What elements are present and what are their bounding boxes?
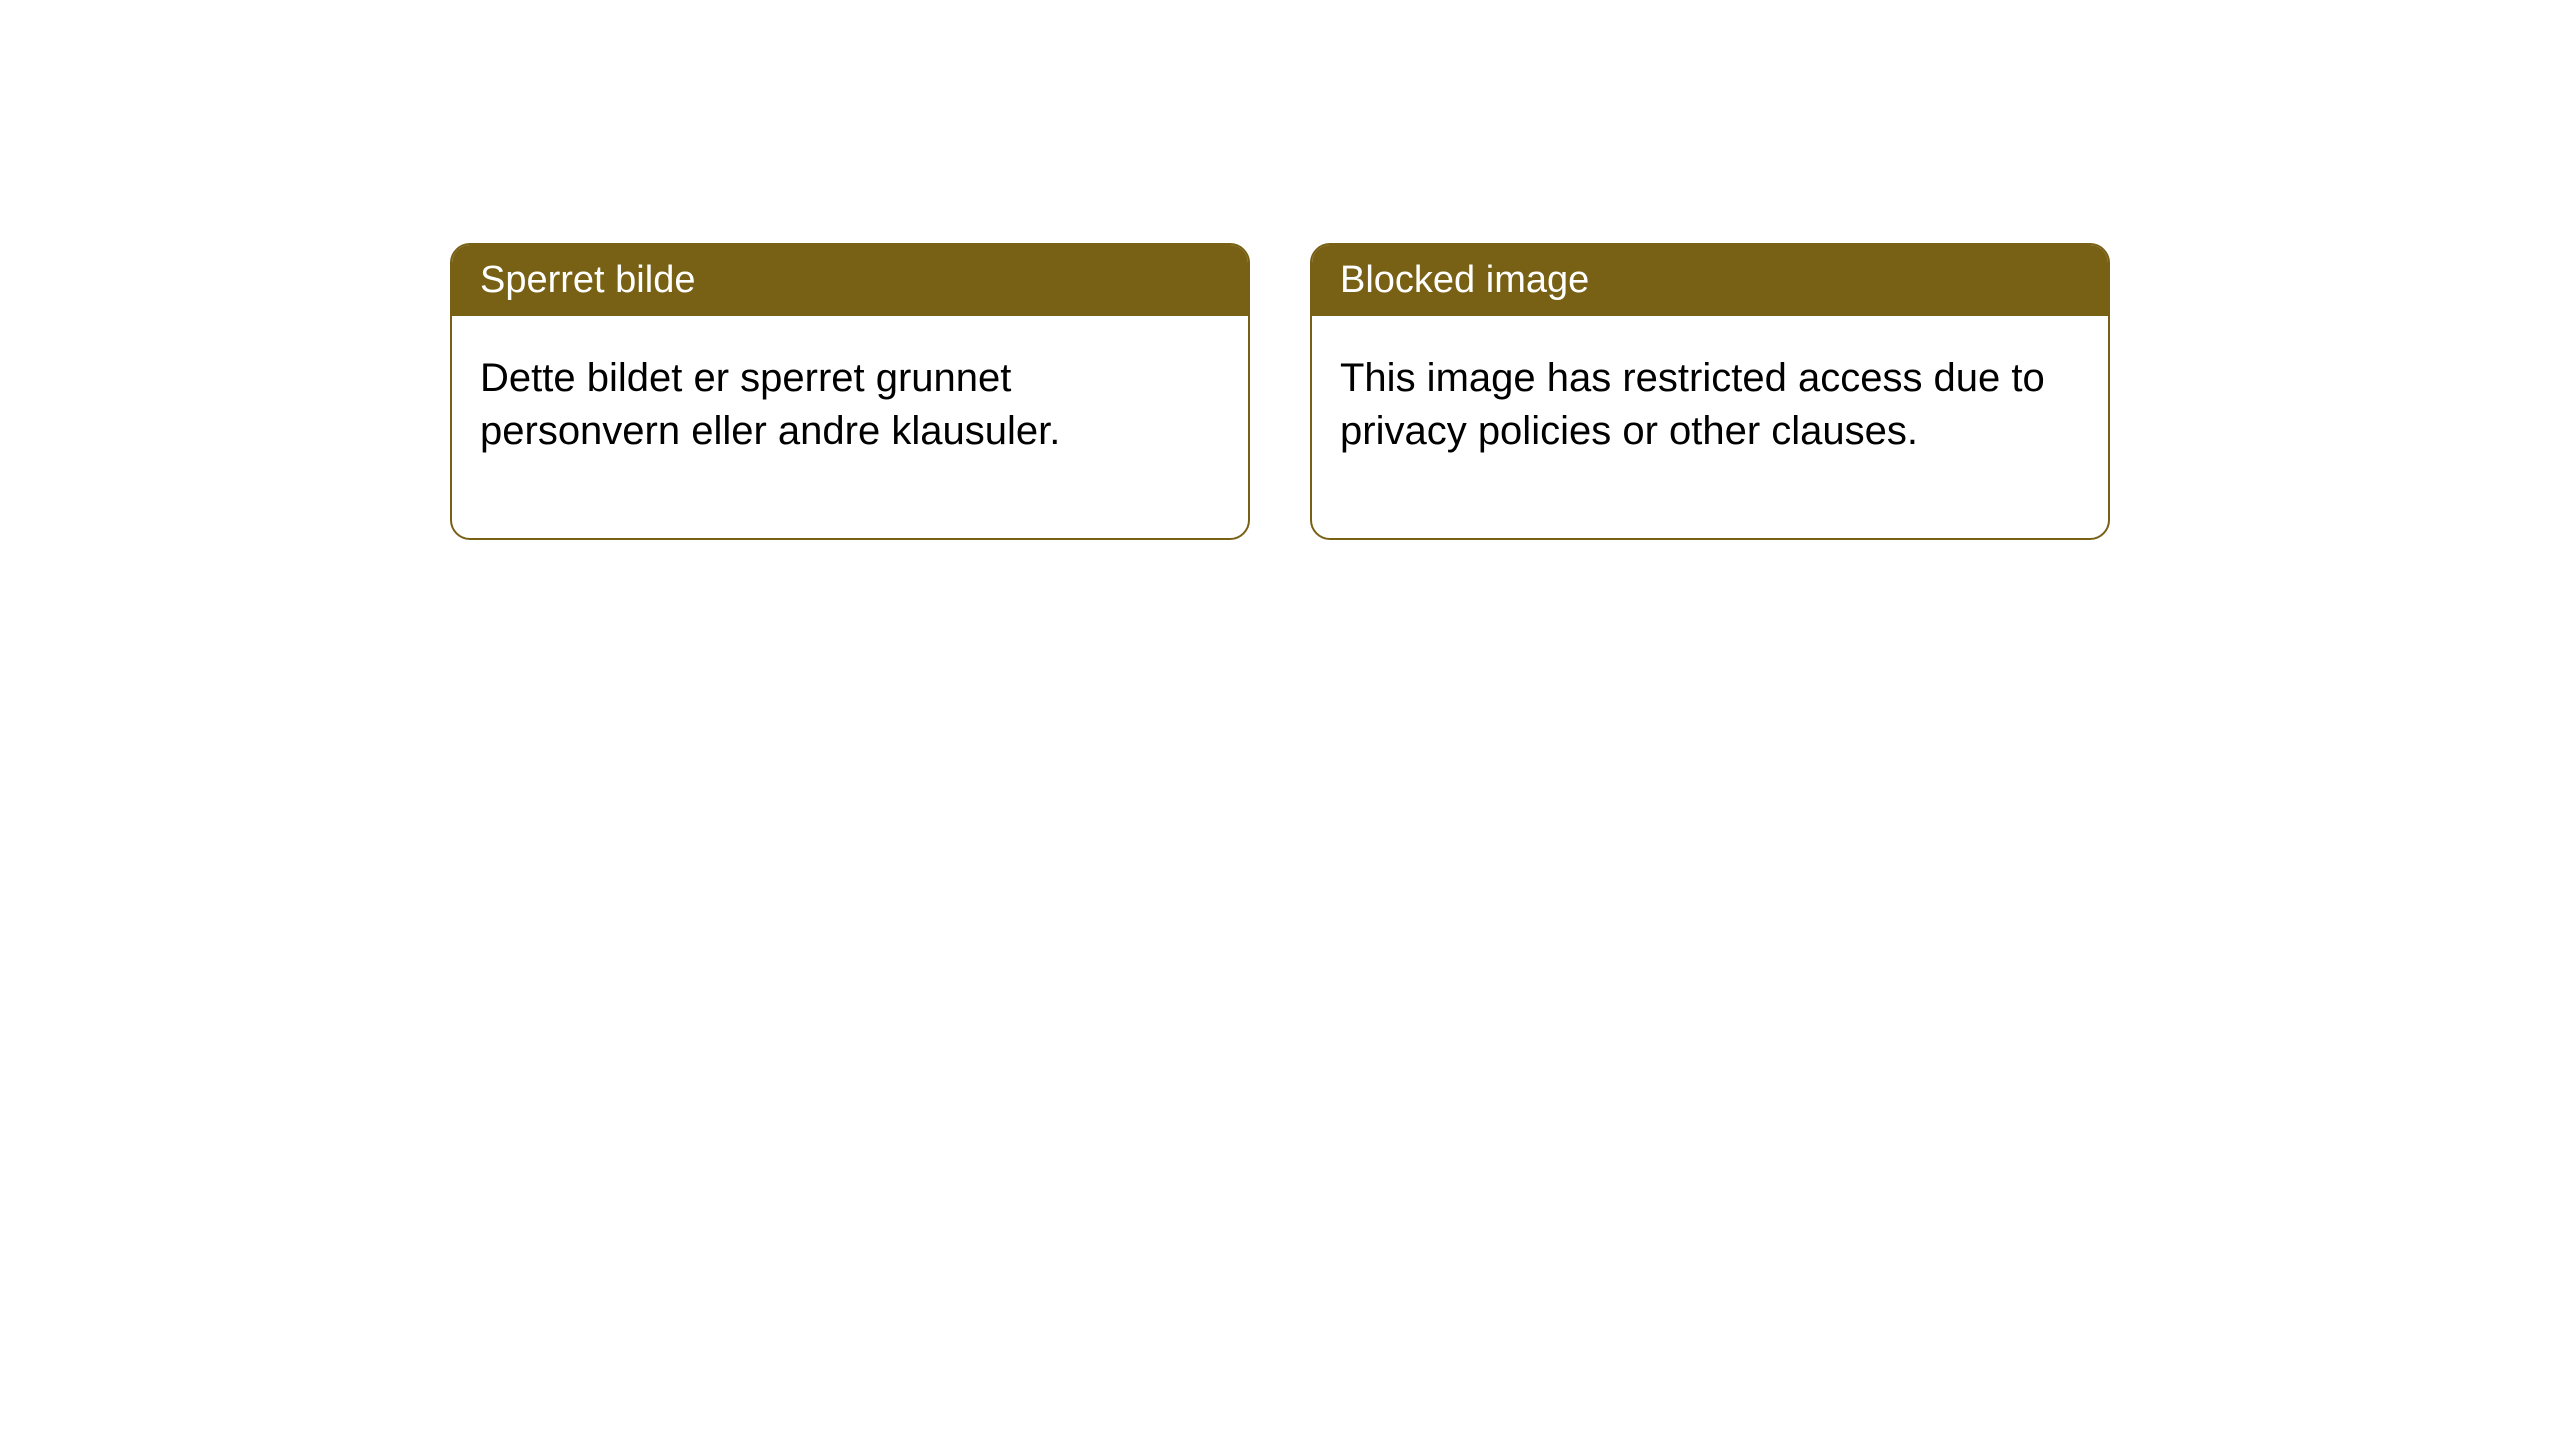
card-title-norwegian: Sperret bilde — [452, 245, 1248, 316]
cards-container: Sperret bilde Dette bildet er sperret gr… — [450, 243, 2110, 540]
card-title-english: Blocked image — [1312, 245, 2108, 316]
card-norwegian: Sperret bilde Dette bildet er sperret gr… — [450, 243, 1250, 540]
card-english: Blocked image This image has restricted … — [1310, 243, 2110, 540]
card-body-english: This image has restricted access due to … — [1312, 316, 2108, 538]
card-body-norwegian: Dette bildet er sperret grunnet personve… — [452, 316, 1248, 538]
